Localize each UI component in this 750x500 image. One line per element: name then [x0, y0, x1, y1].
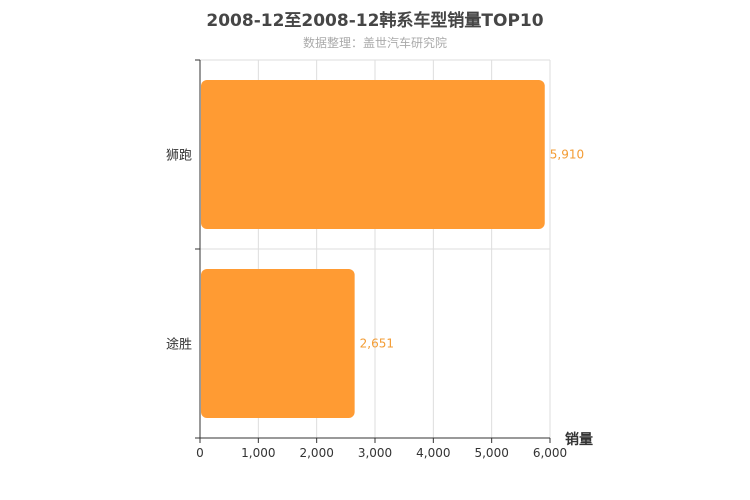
x-tick-label-2: 2,000 — [299, 446, 333, 460]
x-axis-title: 销量 — [565, 431, 593, 448]
category-label-1: 途胜 — [166, 337, 192, 353]
x-tick-label-4: 4,000 — [416, 446, 450, 460]
x-tick-label-5: 5,000 — [474, 446, 508, 460]
chart-title: 2008-12至2008-12韩系车型销量TOP10 — [206, 11, 544, 31]
chart-subtitle: 数据整理：盖世汽车研究院 — [302, 36, 447, 50]
x-tick-label-0: 0 — [196, 446, 204, 460]
labels: 5,910 狮跑 2,651 途胜 0 1,000 2,000 3,000 4,000 5,000… — [166, 148, 593, 461]
bar-1 — [201, 269, 355, 418]
x-tick-label-6: 6,000 — [533, 446, 567, 460]
data-label-0: 5,910 — [550, 148, 584, 162]
category-label-0: 狮跑 — [166, 149, 192, 164]
axes — [195, 59, 551, 443]
bar-0 — [201, 80, 545, 229]
data-label-1: 2,651 — [360, 337, 394, 351]
x-tick-label-1: 1,000 — [241, 446, 275, 460]
x-tick-label-3: 3,000 — [358, 446, 392, 460]
bars — [201, 80, 545, 418]
